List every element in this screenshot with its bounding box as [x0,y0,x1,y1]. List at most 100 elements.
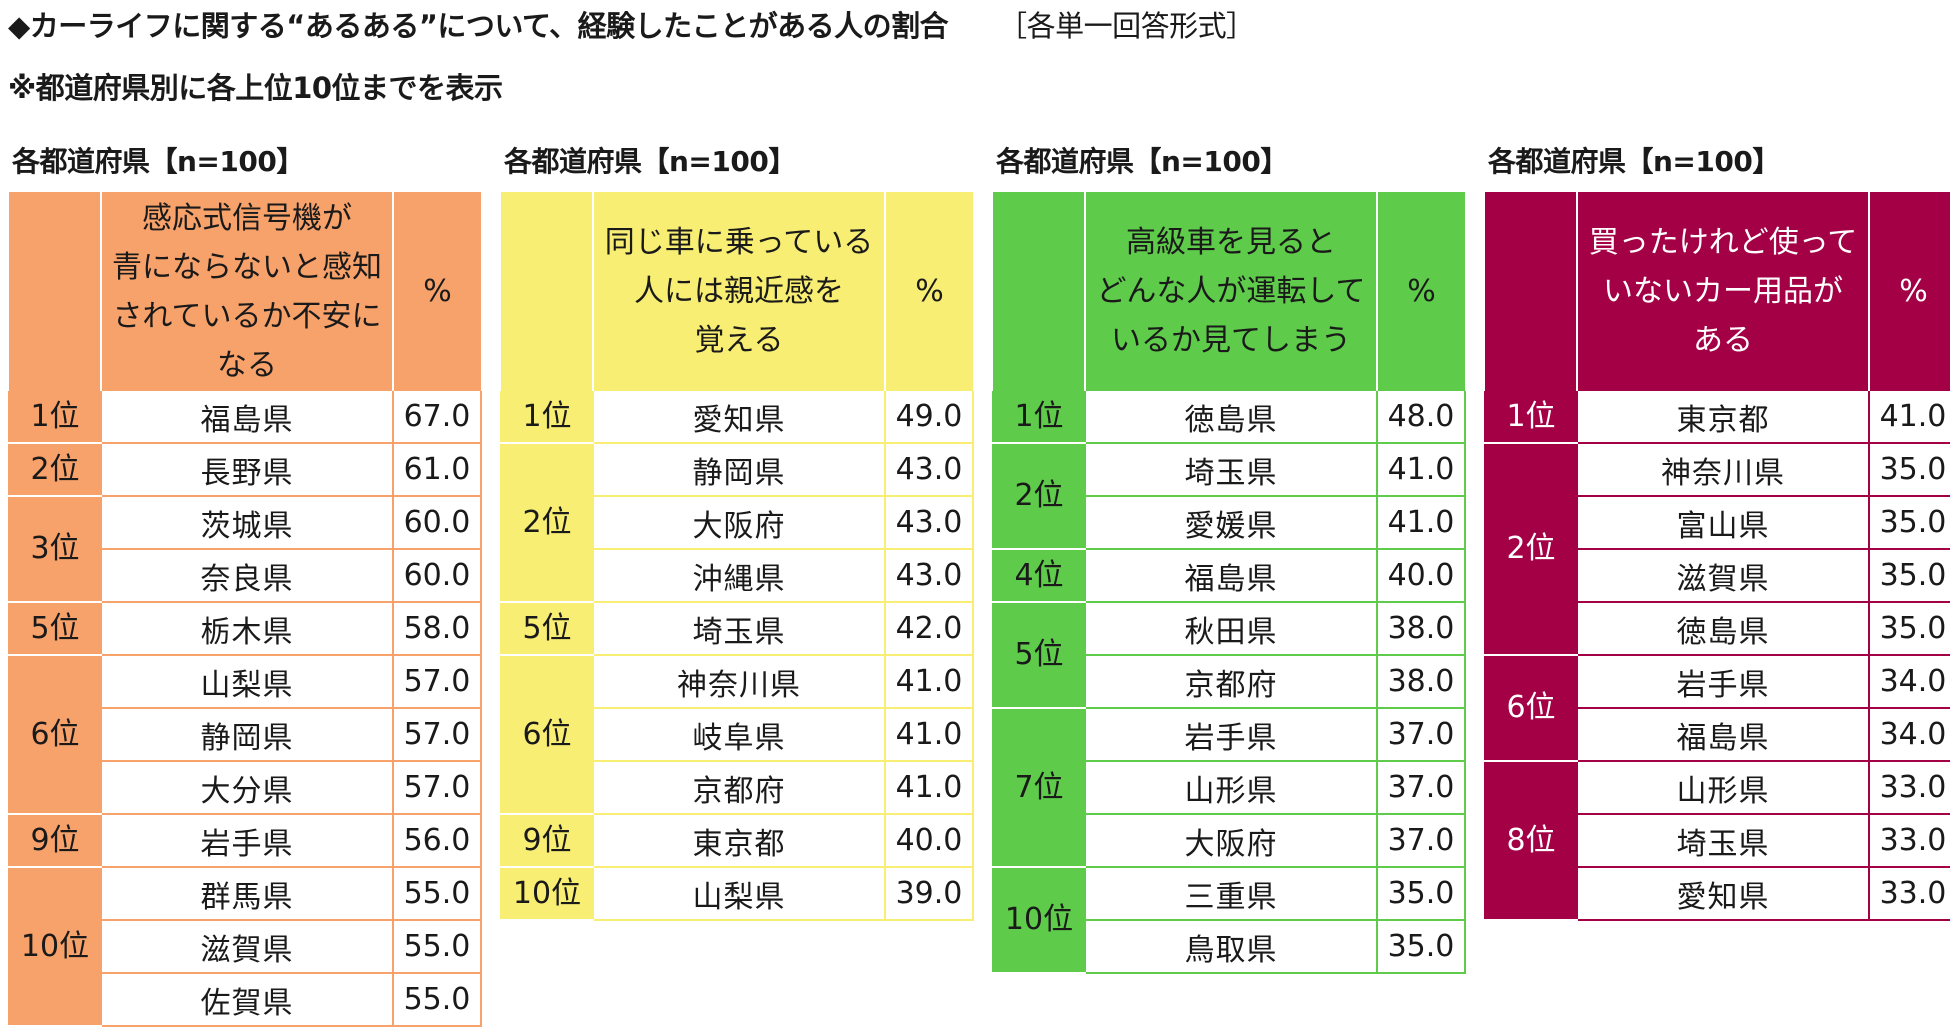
ranking-panel: 各都道府県【n=100】 感応式信号機が 青にならないと感知 されているか不安に なる%… [8,140,482,1027]
percent-cell: 42.0 [884,602,974,656]
table-header-row: 同じ車に乗っている 人には親近感を 覚える% [501,192,973,391]
survey-item-line: なる [217,347,277,383]
table-row: 2位 神奈川県 35.0 [1484,443,1950,656]
percent-cell: 43.0 [884,443,974,497]
percent-cell: 34.0 [1868,655,1950,709]
table-row: 5位 秋田県 38.0 [992,602,1466,709]
rank-cell: 5位 [992,602,1085,709]
page-subtitle: ※都道府県別に各上位10位までを表示 [8,71,503,105]
prefecture-cell: 滋賀県 [100,920,393,974]
table-row: 2位 静岡県 43.0 [500,443,974,603]
prefecture-cell: 栃木県 [100,602,393,656]
percent-cell: 55.0 [392,867,482,921]
prefecture-cell: 茨城県 [100,496,393,550]
percent-cell: 37.0 [1376,814,1466,868]
percent-cell: 39.0 [884,867,974,921]
rank-cell: 6位 [500,655,593,815]
prefecture-cell: 静岡県 [100,708,393,762]
ranking-panel: 各都道府県【n=100】 同じ車に乗っている 人には親近感を 覚える% 1位 愛知県 49.… [500,140,974,921]
prefecture-cell: 佐賀県 [100,973,393,1027]
percent-header: % [392,192,481,391]
percent-cell: 35.0 [1868,549,1950,603]
percent-cell: 35.0 [1868,496,1950,550]
prefecture-cell: 埼玉県 [592,602,885,656]
rank-cell: 10位 [992,867,1085,974]
answer-format-note: ［各単一回答形式］ [998,9,1255,43]
rank-cell: 4位 [992,549,1085,603]
rank-cell: 3位 [8,496,101,603]
rank-cell: 2位 [8,443,101,497]
rank-cell: 9位 [8,814,101,868]
table-row: 愛知県 33.0 [1485,867,1950,921]
percent-cell: 35.0 [1376,920,1466,974]
percent-cell: 60.0 [392,549,482,603]
percent-cell: 33.0 [1868,761,1950,815]
percent-cell: 41.0 [1376,443,1466,497]
survey-item-line: 同じ車に乗っている [604,225,874,260]
table-row: 愛媛県 41.0 [993,496,1466,550]
prefecture-cell: 秋田県 [1084,602,1377,656]
percent-cell: 41.0 [1376,496,1466,550]
prefecture-cell: 滋賀県 [1576,549,1869,603]
percent-cell: 43.0 [884,496,974,550]
table-row: 大阪府 43.0 [501,496,974,550]
rank-cell: 1位 [1484,391,1577,444]
survey-item-header: 高級車を見ると どんな人が運転して いるか見てしまう [1084,192,1377,391]
table-row: 京都府 38.0 [993,655,1466,709]
prefecture-cell: 山梨県 [100,655,393,709]
table-header-row: 高級車を見ると どんな人が運転して いるか見てしまう% [993,192,1465,391]
percent-cell: 41.0 [884,655,974,709]
table-row: 岐阜県 41.0 [501,708,974,762]
table-row: 10位 三重県 35.0 [992,867,1466,974]
percent-cell: 40.0 [884,814,974,868]
survey-item-line: 青にならないと感知 [112,249,382,285]
percent-cell: 38.0 [1376,655,1466,709]
table-row: 滋賀県 35.0 [1485,549,1950,603]
table-row: 大阪府 37.0 [993,814,1466,868]
ranking-table: 買ったけれど使って いないカー用品が ある% 1位 東京都 41.0 2位 神奈川県 35.0 富… [1484,192,1950,921]
rank-cell: 2位 [500,443,593,603]
rank-cell: 1位 [992,391,1085,444]
survey-item-line: 高級車を見ると [1126,225,1336,260]
rank-cell: 5位 [500,602,593,656]
percent-cell: 61.0 [392,443,482,497]
survey-item-line: いるか見てしまう [1111,323,1351,358]
rank-cell: 10位 [500,867,593,921]
survey-item-line: 覚える [694,323,784,358]
survey-item-line: ある [1693,323,1753,358]
prefecture-cell: 富山県 [1576,496,1869,550]
percent-cell: 57.0 [392,761,482,815]
percent-cell: 57.0 [392,708,482,762]
panel-sample-label: 各都道府県【n=100】 [1488,145,1780,178]
prefecture-cell: 山形県 [1084,761,1377,815]
prefecture-cell: 愛知県 [1576,867,1869,921]
rank-header-cell [9,192,101,391]
table-row: 山形県 37.0 [993,761,1466,815]
percent-cell: 58.0 [392,602,482,656]
survey-item-line: 感応式信号機が [142,200,352,236]
percent-cell: 55.0 [392,920,482,974]
table-row: 2位 長野県 61.0 [8,443,482,497]
table-row: 6位 岩手県 34.0 [1484,655,1950,762]
percent-cell: 35.0 [1868,602,1950,656]
table-row: 埼玉県 33.0 [1485,814,1950,868]
prefecture-cell: 静岡県 [592,443,885,497]
prefecture-cell: 徳島県 [1576,602,1869,656]
percent-cell: 35.0 [1376,867,1466,921]
ranking-table: 高級車を見ると どんな人が運転して いるか見てしまう% 1位 徳島県 48.0 2位 埼玉県 4… [992,192,1466,974]
survey-item-header: 買ったけれど使って いないカー用品が ある [1576,192,1869,391]
prefecture-cell: 奈良県 [100,549,393,603]
rank-cell: 1位 [500,391,593,444]
percent-cell: 56.0 [392,814,482,868]
prefecture-cell: 山形県 [1576,761,1869,815]
percent-header: % [1376,192,1465,391]
table-row: 富山県 35.0 [1485,496,1950,550]
survey-item-header: 感応式信号機が 青にならないと感知 されているか不安に なる [100,192,393,391]
table-row: 9位 東京都 40.0 [500,814,974,868]
table-row: 3位 茨城県 60.0 [8,496,482,603]
prefecture-cell: 福島県 [1084,549,1377,603]
percent-cell: 43.0 [884,549,974,603]
prefecture-cell: 徳島県 [1084,391,1377,444]
table-row: 奈良県 60.0 [9,549,482,603]
prefecture-cell: 神奈川県 [592,655,885,709]
